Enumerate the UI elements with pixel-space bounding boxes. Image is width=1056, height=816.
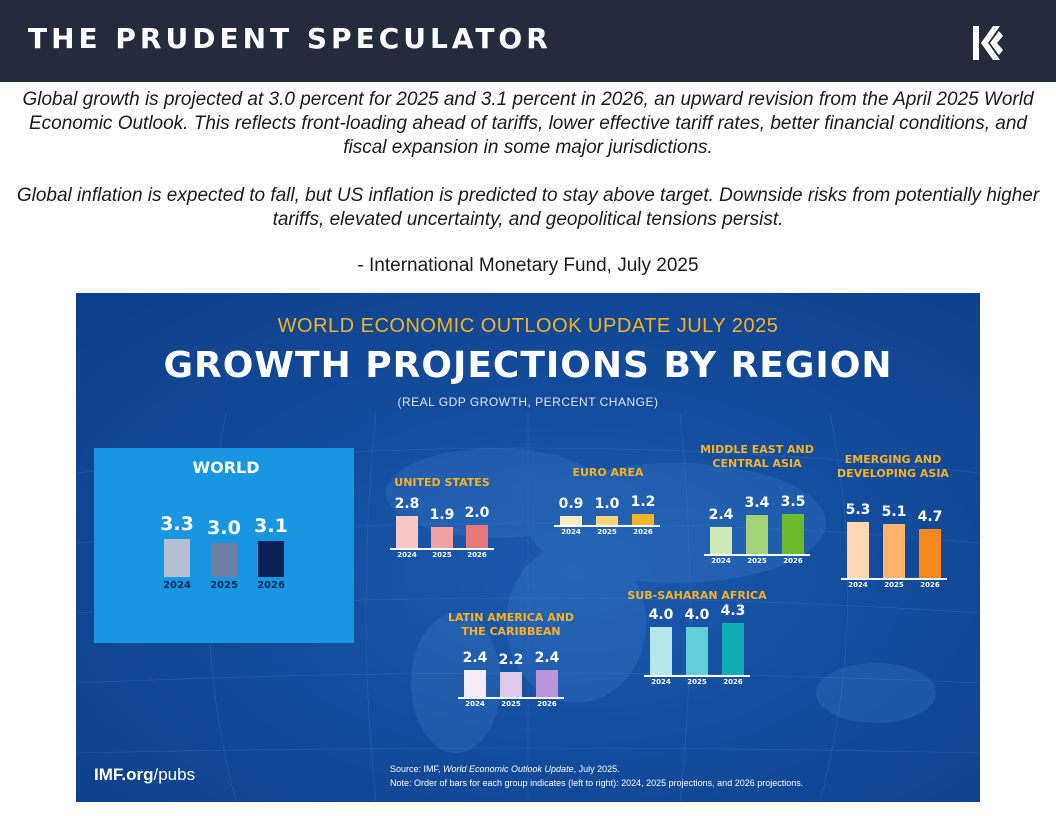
ssa-bar-2024 bbox=[650, 627, 672, 675]
world-value-2025: 3.0 bbox=[207, 516, 241, 539]
us-value-2026: 2.0 bbox=[464, 505, 490, 522]
eda-bar-2024 bbox=[847, 522, 869, 578]
euro-year-2026: 2026 bbox=[633, 528, 653, 536]
ssa-year-2025: 2025 bbox=[687, 678, 707, 686]
lac-year-2026: 2026 bbox=[537, 700, 557, 708]
us-bar-2025 bbox=[431, 526, 453, 548]
lac-baseline bbox=[458, 697, 564, 699]
euro-bar-2024 bbox=[560, 516, 582, 525]
eda-year-2025: 2025 bbox=[884, 581, 904, 589]
euro-value-2025: 1.0 bbox=[594, 495, 620, 512]
mec-bar-2026 bbox=[782, 514, 804, 554]
mec-year-2025: 2025 bbox=[747, 557, 767, 565]
mec-value-2025: 3.4 bbox=[744, 495, 770, 512]
mec-baseline bbox=[704, 554, 810, 556]
euro-value-2024: 0.9 bbox=[558, 496, 584, 513]
mec-title: MIDDLE EAST AND CENTRAL ASIA bbox=[700, 443, 814, 470]
us-value-2025: 1.9 bbox=[429, 506, 455, 523]
euro-bar-2026 bbox=[632, 513, 654, 525]
eda-value-2025: 5.1 bbox=[881, 504, 907, 521]
euro-bar-2025 bbox=[596, 515, 618, 525]
world-value-2026: 3.1 bbox=[254, 515, 288, 538]
euro-year-2024: 2024 bbox=[561, 528, 581, 536]
eda-year-2024: 2024 bbox=[848, 581, 868, 589]
world-year-2026: 2026 bbox=[257, 580, 285, 591]
infographic-title: GROWTH PROJECTIONS BY REGION bbox=[163, 345, 893, 386]
source-suffix: , July 2025. bbox=[573, 764, 620, 774]
us-bar-2024 bbox=[396, 516, 418, 548]
world-map-grid-decoration bbox=[76, 412, 980, 802]
brand-title: THE PRUDENT SPECULATOR bbox=[28, 22, 552, 55]
ssa-value-2024: 4.0 bbox=[648, 607, 674, 623]
quote-attribution: - International Monetary Fund, July 2025 bbox=[357, 255, 699, 276]
lac-year-2024: 2024 bbox=[465, 700, 485, 708]
infographic-kicker: WORLD ECONOMIC OUTLOOK UPDATE JULY 2025 bbox=[277, 315, 779, 337]
euro-year-2025: 2025 bbox=[597, 528, 617, 536]
imf-quote: Global growth is projected at 3.0 percen… bbox=[10, 88, 1046, 232]
eda-baseline bbox=[841, 578, 947, 580]
lac-bar-2025 bbox=[500, 672, 522, 697]
ssa-year-2026: 2026 bbox=[723, 678, 743, 686]
mec-value-2024: 2.4 bbox=[708, 506, 734, 523]
ssa-baseline bbox=[644, 675, 750, 677]
imf-suffix: /pubs bbox=[153, 765, 196, 784]
source-prefix: Source: IMF, bbox=[390, 764, 444, 774]
ssa-value-2026: 4.3 bbox=[720, 603, 746, 620]
k-chevrons-logo-icon bbox=[973, 26, 1003, 60]
infographic-subtitle: (REAL GDP GROWTH, PERCENT CHANGE) bbox=[397, 395, 659, 409]
lac-value-2025: 2.2 bbox=[498, 652, 524, 669]
world-bar-2025 bbox=[211, 542, 237, 577]
eda-year-2026: 2026 bbox=[920, 581, 940, 589]
mec-bar-2024 bbox=[710, 526, 732, 554]
lac-bar-2026 bbox=[536, 669, 558, 697]
ssa-bar-2025 bbox=[686, 627, 708, 675]
source-note: Source: IMF, World Economic Outlook Upda… bbox=[390, 762, 803, 790]
world-year-2024: 2024 bbox=[163, 580, 191, 591]
ssa-year-2024: 2024 bbox=[651, 678, 671, 686]
lac-year-2025: 2025 bbox=[501, 700, 521, 708]
ssa-bar-2026 bbox=[722, 623, 744, 675]
euro-value-2026: 1.2 bbox=[630, 493, 656, 510]
world-bar-2024 bbox=[164, 539, 190, 577]
mec-bar-2025 bbox=[746, 515, 768, 554]
header-bar: THE PRUDENT SPECULATOR bbox=[0, 0, 1056, 82]
world-value-2024: 3.3 bbox=[160, 513, 194, 536]
quote-paragraph-inflation: Global inflation is expected to fall, bu… bbox=[16, 185, 1040, 230]
source-title: World Economic Outlook Update bbox=[443, 764, 574, 774]
lac-value-2024: 2.4 bbox=[462, 649, 488, 666]
world-bar-2026 bbox=[258, 541, 284, 577]
mec-value-2026: 3.5 bbox=[780, 494, 806, 511]
eda-bar-2026 bbox=[919, 528, 941, 578]
us-title: UNITED STATES bbox=[394, 476, 490, 489]
us-bar-2026 bbox=[466, 525, 488, 548]
lac-value-2026: 2.4 bbox=[534, 649, 560, 666]
eda-bar-2025 bbox=[883, 524, 905, 578]
us-year-2026: 2026 bbox=[467, 551, 487, 559]
us-year-2025: 2025 bbox=[432, 551, 452, 559]
lac-title: LATIN AMERICA AND THE CARIBBEAN bbox=[447, 611, 575, 638]
world-title: WORLD bbox=[192, 458, 260, 477]
eda-value-2026: 4.7 bbox=[917, 508, 943, 525]
growth-projections-infographic: WORLD ECONOMIC OUTLOOK UPDATE JULY 2025 … bbox=[76, 293, 980, 802]
note-line: Note: Order of bars for each group indic… bbox=[390, 778, 804, 788]
lac-bar-2024 bbox=[464, 669, 486, 697]
imf-brand: IMF.org bbox=[94, 765, 154, 784]
us-value-2024: 2.8 bbox=[394, 496, 420, 513]
quote-paragraph-growth: Global growth is projected at 3.0 percen… bbox=[22, 89, 1034, 158]
eda-title: EMERGING AND DEVELOPING ASIA bbox=[837, 453, 949, 480]
mec-year-2024: 2024 bbox=[711, 557, 731, 565]
source-line: Source: IMF, World Economic Outlook Upda… bbox=[390, 762, 803, 776]
ssa-value-2025: 4.0 bbox=[684, 607, 710, 623]
world-year-2025: 2025 bbox=[210, 580, 238, 591]
us-year-2024: 2024 bbox=[397, 551, 417, 559]
euro-baseline bbox=[554, 525, 660, 527]
ssa-title: SUB-SAHARAN AFRICA bbox=[627, 589, 767, 602]
eda-value-2024: 5.3 bbox=[845, 502, 871, 519]
us-baseline bbox=[390, 548, 494, 550]
euro-title: EURO AREA bbox=[572, 466, 644, 479]
mec-year-2026: 2026 bbox=[783, 557, 803, 565]
imf-pubs-tag: IMF.org/pubs bbox=[94, 765, 195, 785]
